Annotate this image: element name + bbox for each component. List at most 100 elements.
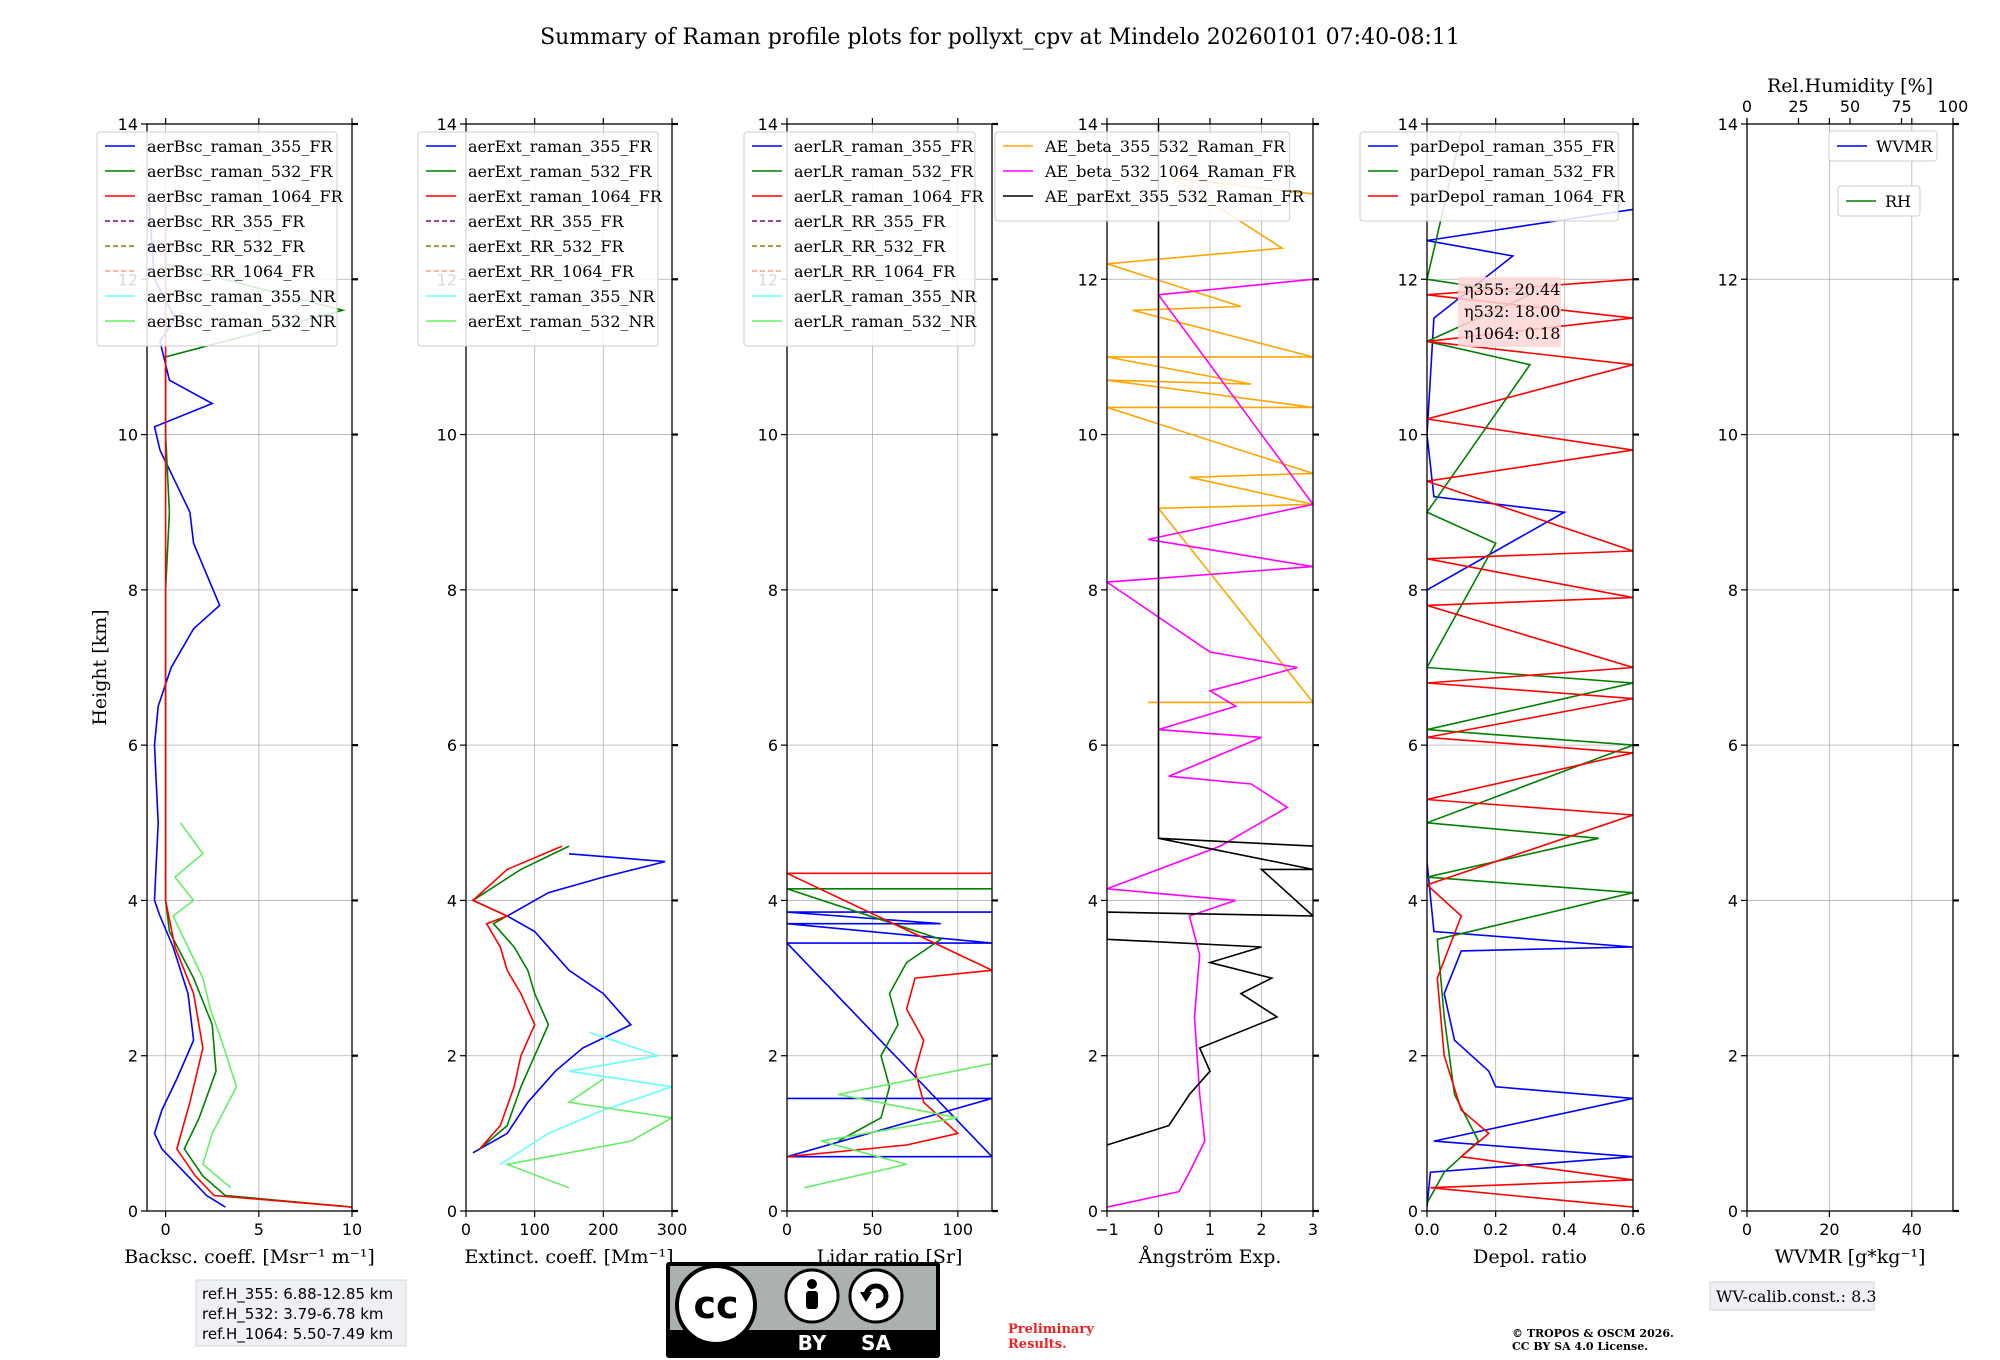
plot-frame — [1746, 123, 1954, 1212]
annotation-line: η1064: 0.18 — [1464, 324, 1560, 343]
x-tick-label: 0.0 — [1414, 1220, 1439, 1239]
y-tick-label: 0 — [1408, 1202, 1418, 1221]
annotation-line: η532: 18.00 — [1464, 302, 1560, 321]
y-tick-label: 6 — [1088, 736, 1098, 755]
x-tick-label: 3 — [1308, 1220, 1318, 1239]
y-tick-label: 0 — [1088, 1202, 1098, 1221]
y-tick-label: 8 — [1728, 581, 1738, 600]
y-tick-label: 10 — [1078, 426, 1098, 445]
series-line-AE_beta_355_532_Raman_FR — [1107, 177, 1313, 704]
legend-entry-label: aerLR_RR_532_FR — [794, 237, 946, 256]
x-tick-label: 1 — [1205, 1220, 1215, 1239]
legend-entry-label: aerExt_RR_355_FR — [468, 212, 625, 231]
x-tick-label: 5 — [254, 1220, 264, 1239]
cc-icon — [675, 1264, 757, 1346]
y-tick-label: 14 — [437, 115, 457, 134]
series-line-aerExt_raman_355_NR — [499, 1031, 672, 1166]
legend-entry-label: aerBsc_RR_532_FR — [147, 237, 305, 256]
y-tick-label: 8 — [1408, 581, 1418, 600]
legend-entry-label: aerLR_raman_355_FR — [794, 137, 974, 156]
legend-entry-label: aerLR_raman_355_NR — [794, 287, 977, 306]
top-x-tick-label: 0 — [1742, 97, 1752, 116]
legend-box — [743, 131, 976, 347]
legend-entry-label: aerLR_raman_1064_FR — [794, 187, 984, 206]
y-tick-label: 2 — [1728, 1047, 1738, 1066]
y-tick-label: 14 — [1078, 115, 1098, 134]
plot-frame — [1426, 123, 1634, 1212]
top-x-axis-label: Rel.Humidity [%] — [1767, 75, 1933, 97]
figure-title: Summary of Raman profile plots for polly… — [540, 25, 1460, 50]
plot-frame — [146, 123, 353, 1212]
legend-entry-label: aerExt_RR_1064_FR — [468, 262, 635, 281]
plot-frame — [465, 123, 673, 1212]
y-tick-label: 6 — [128, 736, 138, 755]
y-tick-label: 0 — [1728, 1202, 1738, 1221]
legend-entry-label: parDepol_raman_1064_FR — [1410, 187, 1626, 206]
series-line-AE_parExt_355_532_Raman_FR — [1107, 124, 1313, 1146]
series-line-parDepol_raman_355_FR — [1427, 208, 1633, 1208]
y-tick-label: 0 — [128, 1202, 138, 1221]
series-line-parDepol_raman_532_FR — [1427, 131, 1633, 1204]
y-tick-label: 8 — [1088, 581, 1098, 600]
y-tick-label: 6 — [1728, 736, 1738, 755]
y-tick-label: 8 — [447, 581, 457, 600]
x-axis-label: WVMR [g*kg⁻¹] — [1775, 1246, 1926, 1268]
legend-box — [96, 131, 338, 347]
ref-heights-box: ref.H_355: 6.88-12.85 km ref.H_532: 3.79… — [195, 1279, 407, 1347]
sa-label: SA — [861, 1331, 891, 1355]
y-tick-label: 14 — [1718, 115, 1738, 134]
x-tick-label: −1 — [1095, 1220, 1119, 1239]
legend-entry-label: aerLR_RR_355_FR — [794, 212, 946, 231]
x-tick-label: 0.2 — [1483, 1220, 1508, 1239]
x-tick-label: 40 — [1902, 1220, 1922, 1239]
y-tick-label: 14 — [758, 115, 778, 134]
eta-annotation: η355: 20.44 η532: 18.00 η1064: 0.18 — [1458, 277, 1561, 347]
y-tick-label: 10 — [1718, 426, 1738, 445]
x-tick-label: 200 — [588, 1220, 619, 1239]
svg-text:Preliminary: Preliminary — [1008, 1322, 1094, 1337]
y-axis-label: Height [km] — [89, 609, 111, 725]
legend: aerBsc_raman_355_FR aerBsc_raman_532_FRae… — [96, 131, 344, 347]
y-tick-label: 0 — [447, 1202, 457, 1221]
top-x-tick-label: 75 — [1891, 97, 1911, 116]
top-x-tick-label: 100 — [1938, 97, 1969, 116]
series-line-aerExt_raman_355_FR — [472, 853, 666, 1154]
series-group — [1427, 131, 1633, 1208]
svg-text:WV-calib.const.: 8.3: WV-calib.const.: 8.3 — [1716, 1287, 1877, 1306]
legend-rh: RH — [1837, 185, 1921, 217]
legend-entry-label: aerLR_RR_1064_FR — [794, 262, 956, 281]
copyright-note: © TROPOS & OSCM 2026. CC BY SA 4.0 Licen… — [1512, 1327, 1674, 1353]
legend-entry-label: RH — [1885, 192, 1911, 211]
legend-entry-label: WVMR — [1876, 137, 1933, 156]
top-x-tick-label: 50 — [1840, 97, 1860, 116]
series-line-AE_beta_532_1064_Raman_FR — [1107, 278, 1313, 1208]
y-tick-label: 4 — [447, 891, 457, 910]
cc-license-badge: cc BY SA — [666, 1262, 940, 1358]
legend-entry-label: aerExt_raman_355_FR — [468, 137, 653, 156]
y-tick-label: 10 — [1398, 426, 1418, 445]
legend: aerLR_raman_355_FR aerLR_raman_532_FR aerL… — [743, 131, 984, 347]
y-tick-label: 4 — [1728, 891, 1738, 910]
legend-entry-label: aerBsc_raman_355_NR — [147, 287, 336, 306]
legend-entry-label: aerLR_raman_532_NR — [794, 312, 977, 331]
legend-entry-label: aerExt_RR_532_FR — [468, 237, 625, 256]
x-axis-label: Extinct. coeff. [Mm⁻¹] — [464, 1246, 673, 1268]
x-tick-label: 300 — [657, 1220, 688, 1239]
y-tick-label: 4 — [768, 891, 778, 910]
y-tick-label: 6 — [768, 736, 778, 755]
y-tick-label: 2 — [1088, 1047, 1098, 1066]
preliminary-note: Preliminary Results. — [1008, 1322, 1094, 1352]
legend-box — [417, 131, 659, 347]
legend-entry-label: parDepol_raman_355_FR — [1410, 137, 1616, 156]
ref-height-532: ref.H_532: 3.79-6.78 km — [202, 1305, 384, 1324]
x-tick-label: 100 — [943, 1220, 974, 1239]
legend: parDepol_raman_355_FR parDepol_raman_532_… — [1359, 131, 1626, 222]
by-label: BY — [798, 1331, 827, 1355]
x-tick-label: 0.4 — [1552, 1220, 1577, 1239]
legend-box — [1837, 185, 1921, 217]
y-tick-label: 4 — [1408, 891, 1418, 910]
legend-entry-label: aerExt_raman_532_FR — [468, 162, 653, 181]
x-axis-label: Backsc. coeff. [Msr⁻¹ m⁻¹] — [124, 1246, 375, 1268]
legend-wvmr: WVMR — [1828, 130, 1938, 162]
panel-bsc: 024681012140510Backsc. coeff. [Msr⁻¹ m⁻¹… — [89, 115, 375, 1268]
